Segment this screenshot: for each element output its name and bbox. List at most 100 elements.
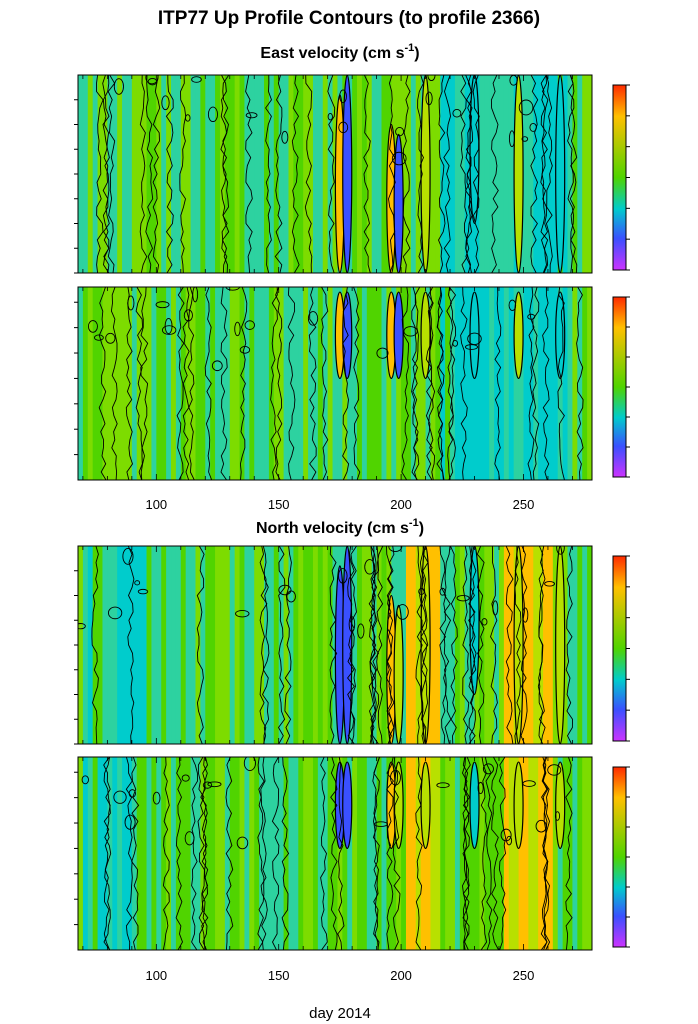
contour-blob	[373, 821, 388, 827]
heatmap-cell	[352, 287, 358, 480]
heatmap-cell	[195, 546, 201, 744]
x-axis-label: day 2014	[309, 1005, 371, 1022]
heatmap-cell	[440, 546, 446, 744]
heatmap-cell	[298, 75, 304, 273]
heatmap-cell	[92, 75, 99, 273]
velocity-feature	[469, 291, 480, 380]
heatmap-cell	[366, 546, 373, 744]
heatmap-cell	[577, 287, 583, 480]
contour-line	[277, 546, 286, 744]
heatmap-cell	[435, 546, 441, 744]
heatmap-cell	[317, 546, 324, 744]
heatmap-cell	[303, 757, 309, 950]
contour-line	[191, 757, 198, 950]
contour-blob	[376, 347, 389, 359]
contour-blob	[339, 89, 347, 104]
contour-line	[165, 75, 174, 273]
heatmap-cell	[332, 757, 339, 950]
contour-blob	[508, 130, 515, 147]
contour-line	[425, 287, 433, 480]
contour-line	[460, 75, 468, 273]
contour-line	[386, 546, 395, 744]
heatmap-cell	[396, 757, 402, 950]
heatmap-cell	[357, 546, 363, 744]
heatmap-cell	[102, 75, 108, 273]
heatmap-cell	[464, 287, 471, 480]
heatmap-cell	[552, 287, 559, 480]
heatmap-cell	[308, 757, 314, 950]
contour-blob	[105, 332, 116, 344]
contour-line	[179, 75, 187, 273]
heatmap-cell	[126, 75, 133, 273]
heatmap-cell	[352, 546, 358, 744]
heatmap-cell	[342, 757, 348, 950]
velocity-feature	[513, 75, 524, 273]
contour-blob	[234, 321, 241, 337]
heatmap-cell	[234, 287, 241, 480]
heatmap-cell	[244, 546, 250, 744]
heatmap-cell	[366, 757, 373, 950]
heatmap-cell	[445, 757, 451, 950]
heatmap-cell	[454, 757, 461, 950]
heatmap-cell	[459, 287, 466, 480]
contour-line	[462, 546, 470, 744]
heatmap-cell	[518, 757, 525, 950]
heatmap-cell	[156, 757, 162, 950]
contour-line	[411, 287, 419, 480]
heatmap-cell	[215, 75, 221, 273]
contour-line	[257, 757, 265, 950]
contour-line	[91, 546, 99, 744]
velocity-feature	[420, 75, 431, 273]
heatmap-cell	[494, 757, 500, 950]
heatmap-cell	[229, 757, 236, 950]
heatmap-cell	[450, 75, 456, 273]
contour-blob	[544, 581, 556, 587]
heatmap-cell	[224, 75, 231, 273]
contour-line	[520, 546, 528, 744]
heatmap-cell	[195, 75, 201, 273]
contour-line	[443, 75, 451, 273]
heatmap-cell	[215, 546, 221, 744]
heatmap-cell	[166, 75, 172, 273]
heatmap-cell	[239, 287, 246, 480]
velocity-feature	[342, 75, 353, 273]
heatmap-cell	[430, 75, 436, 273]
contour-line	[427, 287, 436, 480]
contour-line	[462, 757, 471, 950]
contour-line	[472, 75, 480, 273]
contour-blob	[492, 600, 499, 616]
contour-blob	[307, 311, 319, 326]
heatmap-cell	[288, 546, 294, 744]
heatmap-cell	[381, 546, 387, 744]
heatmap-cell	[430, 546, 436, 744]
heatmap-cell	[254, 287, 260, 480]
velocity-feature	[393, 291, 404, 380]
heatmap-cell	[523, 287, 529, 480]
heatmap-cell	[547, 75, 554, 273]
x-tick-label: 150	[268, 497, 290, 512]
heatmap-cell	[577, 757, 583, 950]
heatmap-cell	[361, 546, 368, 744]
heatmap-cell	[557, 287, 564, 480]
contour-line	[448, 287, 457, 480]
contour-blob	[147, 78, 158, 86]
heatmap-cell	[283, 75, 290, 273]
contour-blob	[395, 127, 405, 137]
heatmap-cell	[513, 287, 520, 480]
heatmap-cell	[87, 75, 94, 273]
heatmap-cell	[131, 546, 138, 744]
heatmap-cell	[229, 75, 236, 273]
heatmap-cell	[484, 75, 490, 273]
heatmap-cell	[200, 75, 206, 273]
contour-blob	[211, 360, 223, 372]
contour-blob	[145, 75, 159, 85]
heatmap-cell	[415, 546, 422, 744]
contour-blob	[87, 320, 98, 333]
contour-blob	[239, 346, 251, 354]
heatmap-cell	[538, 757, 544, 950]
heatmap-cell	[210, 546, 216, 744]
heatmap-cell	[234, 75, 241, 273]
heatmap-cell	[435, 75, 441, 273]
contour-blob	[418, 587, 425, 595]
heatmap-cell	[386, 757, 392, 950]
